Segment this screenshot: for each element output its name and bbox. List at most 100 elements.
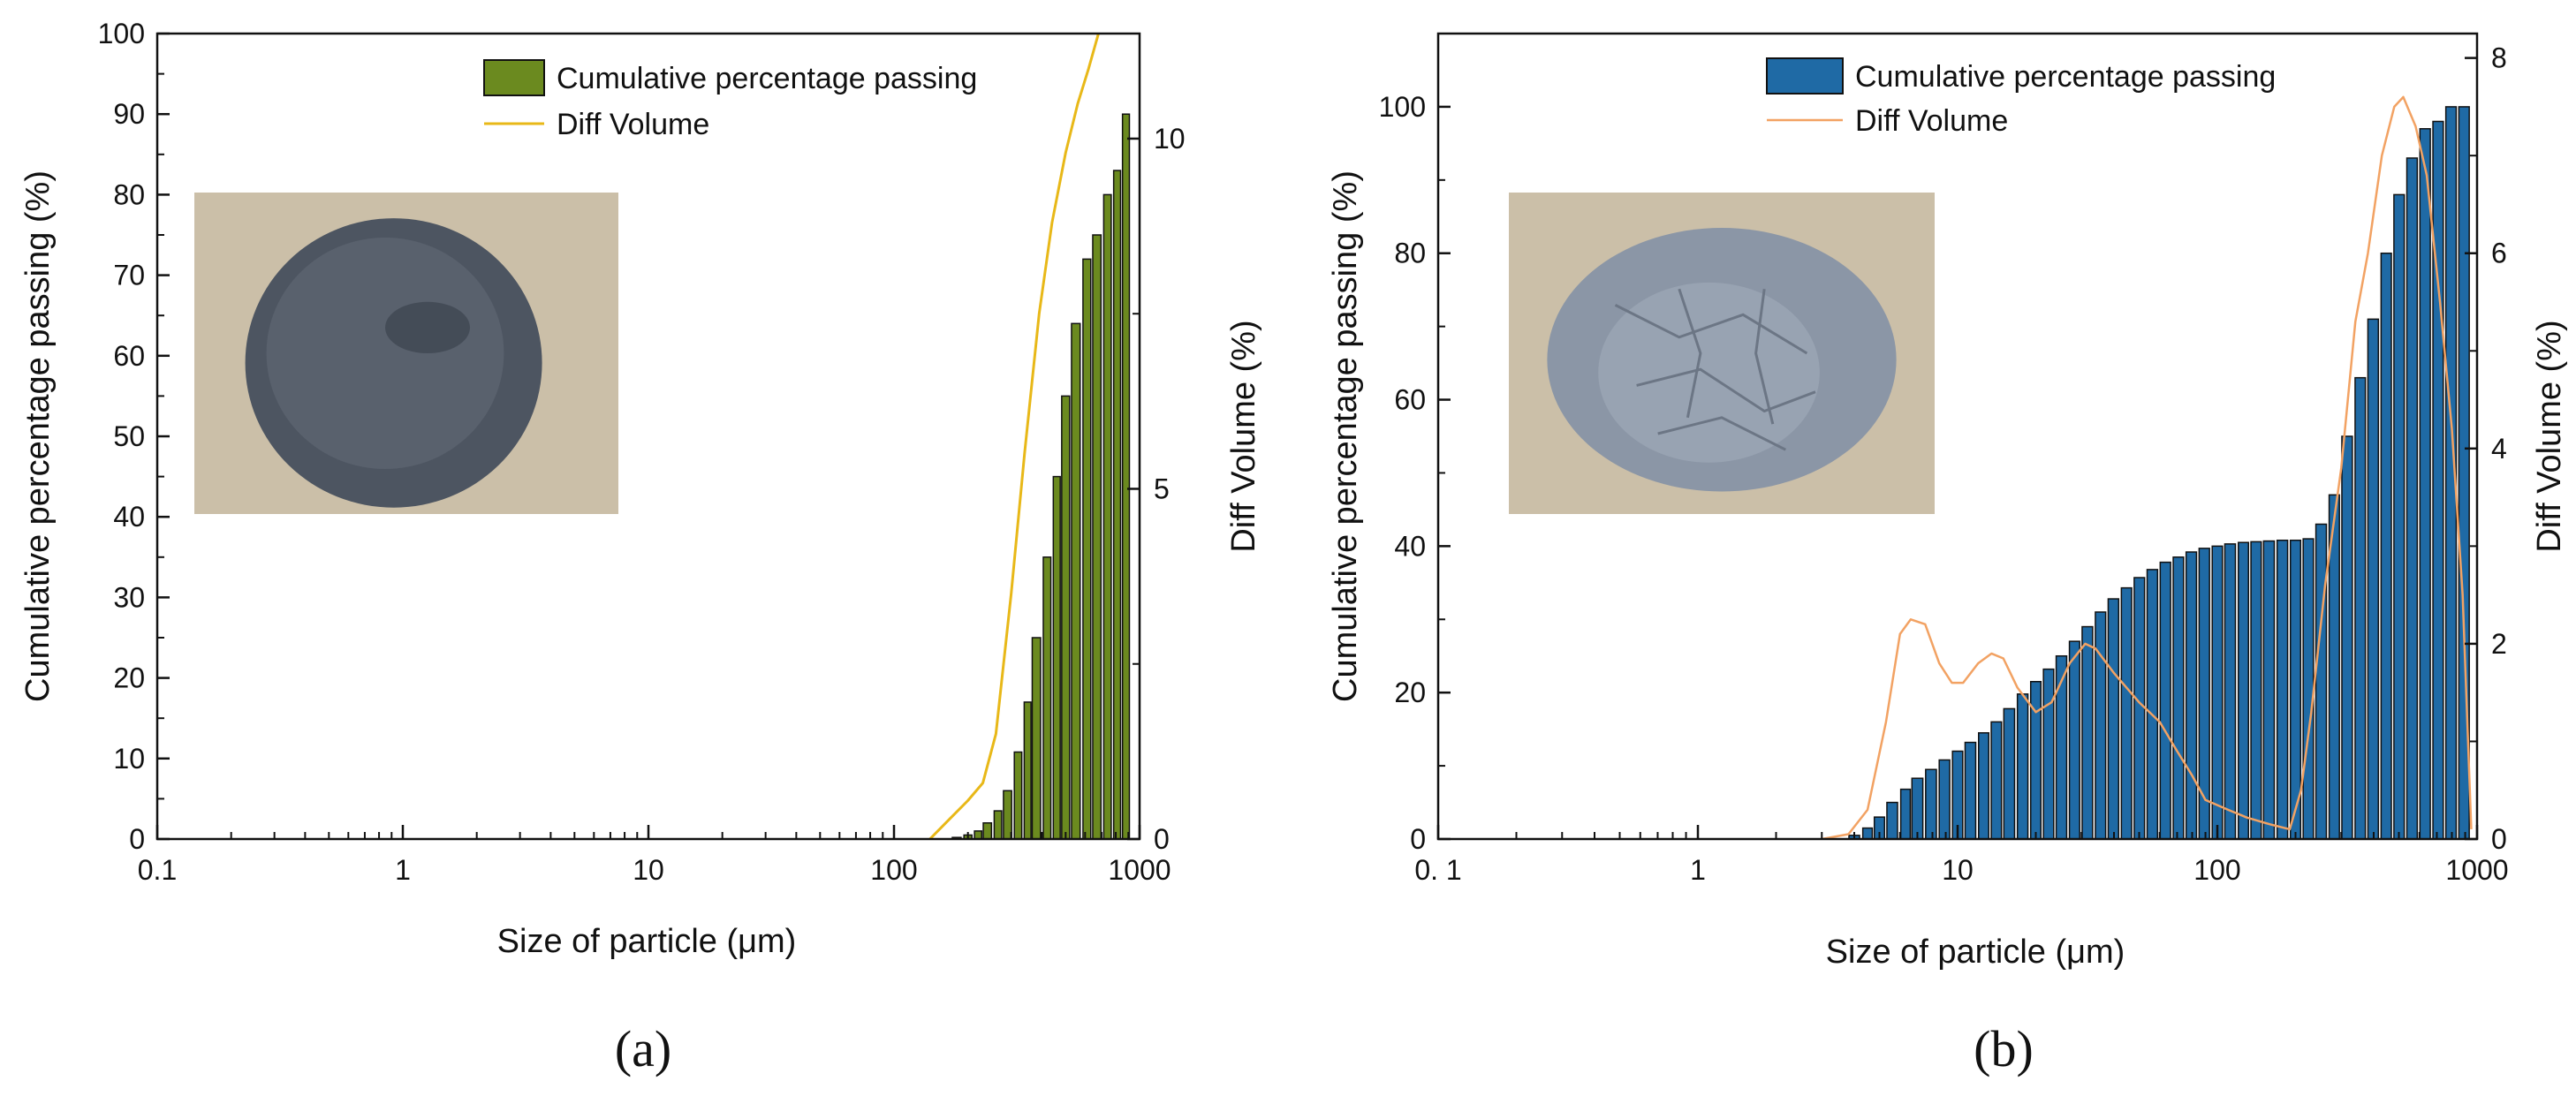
bar — [1938, 759, 1951, 840]
bar — [2146, 569, 2159, 840]
x-tick-label: 1 — [395, 854, 411, 886]
y-tick-label: 10 — [113, 743, 145, 775]
legend-label: Diff Volume — [1855, 104, 2008, 138]
bar — [1911, 777, 1924, 840]
bar — [1964, 741, 1977, 840]
bar — [2238, 541, 2250, 840]
panel-label: (b) — [1974, 1020, 2034, 1078]
bar — [2081, 625, 2094, 840]
bar — [2016, 693, 2029, 840]
x-axis: 0.1 1 10 100 1000 — [138, 825, 1171, 886]
bar — [2406, 157, 2419, 840]
panel-label: (a) — [615, 1020, 671, 1078]
y2-tick-label: 2 — [2491, 628, 2507, 660]
bar — [2042, 668, 2055, 840]
bar — [974, 830, 983, 840]
y2-tick-label: 4 — [2491, 433, 2507, 465]
x-tick-label: 100 — [870, 854, 917, 886]
bar — [2133, 577, 2146, 840]
y-axis-left: 0 10 20 30 40 50 60 70 80 90 100 — [98, 18, 170, 855]
bar — [2432, 120, 2444, 840]
x-tick-label: 1000 — [1108, 854, 1171, 886]
bar — [2120, 586, 2133, 840]
y-axis-label: Cumulative percentage passing (%) — [19, 170, 57, 702]
legend-label: Cumulative percentage passing — [1855, 60, 2276, 94]
bar — [2224, 543, 2237, 840]
bar — [1861, 827, 1874, 840]
x-tick-label: 0.1 — [138, 854, 177, 886]
legend-swatch-bar — [483, 59, 545, 96]
bar — [1886, 801, 1898, 840]
x-tick-label: 10 — [633, 854, 664, 886]
bar — [1899, 788, 1912, 840]
bar — [1082, 258, 1092, 840]
y2-tick-label: 0 — [1154, 823, 1170, 855]
bar — [1042, 556, 1052, 840]
legend: Cumulative percentage passing Diff Volume — [483, 59, 977, 141]
bar — [2068, 640, 2080, 840]
bar — [1092, 234, 1102, 840]
y-tick-label: 40 — [1394, 530, 1426, 562]
chart-panel-a: 0.1 1 10 100 100001020304050607080901000510S… — [19, 18, 1262, 1078]
bar — [1102, 193, 1112, 840]
bar — [1071, 322, 1081, 840]
y-tick-label: 40 — [113, 501, 145, 533]
bar — [2198, 548, 2210, 840]
bar — [2029, 681, 2042, 840]
legend-label: Cumulative percentage passing — [557, 62, 977, 95]
y-tick-label: 20 — [113, 662, 145, 694]
y-tick-label: 60 — [1394, 384, 1426, 416]
y2-axis-label: Diff Volume (%) — [2531, 320, 2568, 552]
y-tick-label: 100 — [98, 18, 145, 49]
bar — [1061, 395, 1071, 840]
inset-photo — [194, 193, 618, 514]
y-axis-right: 0 5 10 — [1127, 123, 1186, 855]
bar — [1990, 721, 2003, 840]
bar — [2095, 611, 2107, 840]
bar — [1925, 768, 1937, 840]
bar — [2380, 252, 2392, 840]
y2-tick-label: 5 — [1154, 473, 1170, 504]
y-tick-label: 30 — [113, 581, 145, 613]
bar — [2211, 545, 2224, 840]
legend: Cumulative percentage passing Diff Volume — [1766, 57, 2276, 138]
bar — [1978, 732, 1990, 840]
bar — [2159, 561, 2171, 840]
bar — [1031, 637, 1042, 840]
bar — [2107, 598, 2120, 840]
y2-axis-label: Diff Volume (%) — [1225, 320, 1262, 552]
bar — [2185, 551, 2198, 840]
y-tick-label: 50 — [113, 420, 145, 452]
diff-volume-line — [1822, 95, 2473, 839]
bar — [2393, 193, 2406, 840]
x-tick-label: 1000 — [2445, 854, 2508, 886]
y-tick-label: 60 — [113, 340, 145, 372]
y-tick-label: 80 — [113, 178, 145, 210]
y-axis-left: 0 20 40 60 80 100 — [1379, 33, 1451, 855]
bar — [2354, 376, 2367, 840]
y2-tick-label: 10 — [1154, 123, 1186, 155]
y2-tick-label: 0 — [2491, 823, 2507, 855]
x-tick-label: 100 — [2193, 854, 2240, 886]
x-axis: 0. 1 1 10 100 1000 — [1414, 825, 2509, 886]
legend-swatch-bar — [1766, 57, 1844, 95]
bar — [2419, 128, 2431, 840]
bar — [2250, 541, 2262, 840]
bar — [2341, 435, 2353, 840]
y-tick-label: 0 — [1410, 823, 1426, 855]
bar — [1052, 475, 1061, 840]
y-tick-label: 80 — [1394, 238, 1426, 269]
y-axis-label: Cumulative percentage passing (%) — [1327, 170, 1364, 702]
x-tick-label: 10 — [1942, 854, 1974, 886]
bar — [2276, 539, 2289, 840]
y2-tick-label: 8 — [2491, 42, 2507, 74]
y2-tick-label: 6 — [2491, 238, 2507, 269]
bar — [1023, 701, 1032, 840]
bar — [1003, 790, 1012, 840]
y-tick-label: 100 — [1379, 91, 1426, 123]
bar — [2315, 523, 2328, 840]
y-tick-label: 90 — [113, 98, 145, 130]
bar — [2367, 318, 2380, 840]
y-axis-right: 0 2 4 6 8 — [2465, 42, 2507, 855]
legend-label: Diff Volume — [557, 108, 709, 141]
